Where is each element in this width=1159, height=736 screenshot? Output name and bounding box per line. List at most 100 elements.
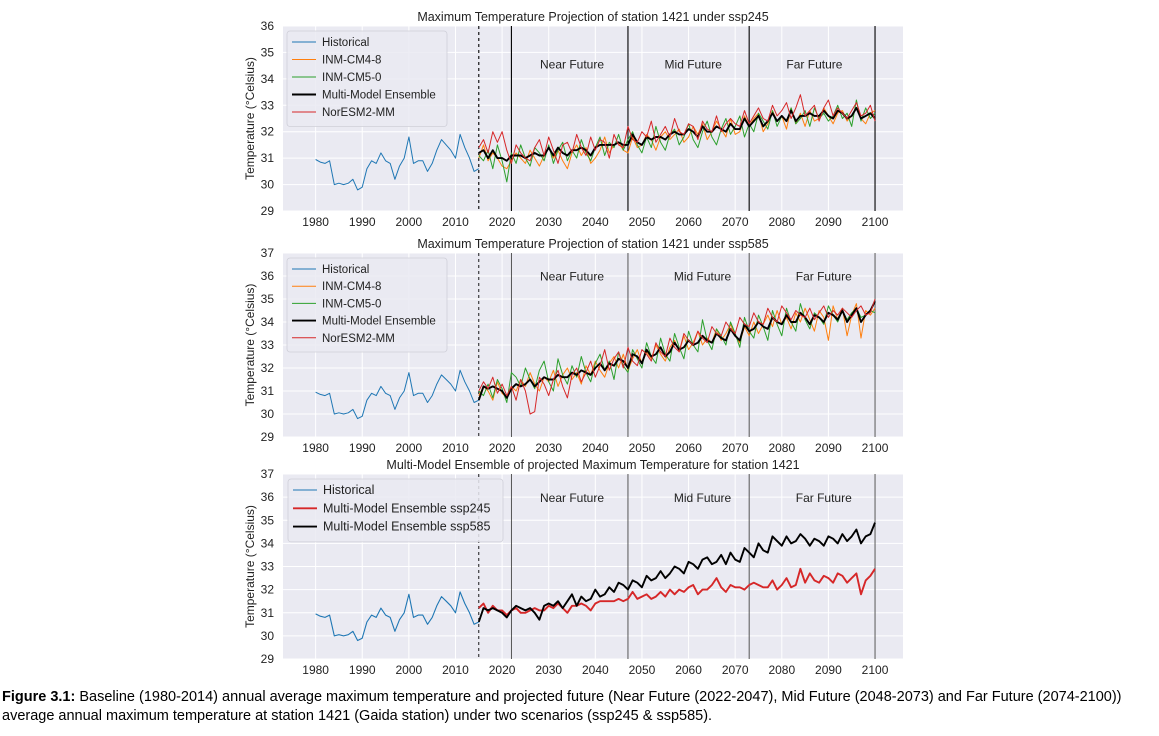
x-tick-label: 2020 bbox=[489, 663, 516, 677]
y-tick-label: 30 bbox=[261, 629, 275, 643]
legend-label: Multi-Model Ensemble bbox=[322, 316, 436, 328]
legend-label: Historical bbox=[322, 37, 369, 49]
legend-label: INM-CM4-8 bbox=[322, 55, 381, 67]
chart-title: Maximum Temperature Projection of statio… bbox=[417, 237, 768, 251]
y-tick-label: 34 bbox=[261, 315, 275, 329]
y-tick-label: 30 bbox=[261, 407, 275, 421]
series-line-5 bbox=[478, 298, 876, 415]
chart-title: Multi-Model Ensemble of projected Maximu… bbox=[386, 458, 799, 472]
y-tick-label: 36 bbox=[261, 19, 275, 33]
x-tick-label: 1990 bbox=[349, 663, 376, 677]
series-line-3 bbox=[478, 99, 876, 183]
legend-label: Multi-Model Ensemble bbox=[322, 90, 436, 102]
x-tick-label: 2010 bbox=[442, 663, 469, 677]
caption-text: Baseline (1980-2014) annual average maxi… bbox=[2, 689, 1122, 724]
period-label: Near Future bbox=[540, 491, 604, 505]
period-label: Far Future bbox=[786, 57, 842, 71]
y-tick-label: 31 bbox=[261, 151, 275, 165]
x-tick-label: 2020 bbox=[489, 215, 516, 229]
y-tick-label: 36 bbox=[261, 490, 275, 504]
y-tick-label: 34 bbox=[261, 72, 275, 86]
x-tick-label: 2040 bbox=[582, 663, 609, 677]
chart-panel-1: 1980 1990 2000 2010 2020 2030 2040 2050 2060 2070… bbox=[243, 10, 903, 229]
legend-label: NorESM2-MM bbox=[322, 107, 395, 119]
y-axis-label: Temperature (°Celsius) bbox=[243, 284, 257, 407]
series-line-2 bbox=[478, 567, 876, 617]
x-tick-label: 2080 bbox=[768, 663, 795, 677]
chart-title: Maximum Temperature Projection of statio… bbox=[417, 10, 768, 24]
period-label: Mid Future bbox=[674, 491, 732, 505]
y-tick-label: 33 bbox=[261, 98, 275, 112]
legend-label: NorESM2-MM bbox=[322, 333, 395, 345]
y-tick-label: 36 bbox=[261, 269, 275, 283]
legend-box bbox=[286, 257, 448, 353]
y-tick-label: 33 bbox=[261, 560, 275, 574]
figure-canvas: 1980 1990 2000 2010 2020 2030 2040 2050 2060 2070… bbox=[243, 10, 903, 677]
x-tick-label: 2000 bbox=[396, 215, 423, 229]
figure-caption: Figure 3.1: Baseline (1980-2014) annual … bbox=[2, 688, 1152, 726]
x-tick-label: 2000 bbox=[396, 663, 423, 677]
x-tick-label: 2010 bbox=[442, 215, 469, 229]
x-tick-label: 2020 bbox=[489, 441, 516, 455]
x-tick-label: 2060 bbox=[675, 663, 702, 677]
y-tick-label: 35 bbox=[261, 513, 275, 527]
y-tick-label: 30 bbox=[261, 178, 275, 192]
x-tick-label: 2090 bbox=[815, 215, 842, 229]
y-tick-label: 32 bbox=[261, 361, 275, 375]
period-label: Mid Future bbox=[665, 57, 723, 71]
legend-label: Multi-Model Ensemble ssp585 bbox=[323, 520, 490, 534]
legend-label: INM-CM4-8 bbox=[322, 281, 381, 293]
x-tick-label: 1980 bbox=[302, 441, 329, 455]
period-label: Far Future bbox=[796, 270, 852, 284]
legend-label: Historical bbox=[323, 483, 374, 497]
x-tick-label: 2070 bbox=[722, 441, 749, 455]
x-tick-label: 2050 bbox=[629, 215, 656, 229]
x-tick-label: 1990 bbox=[349, 441, 376, 455]
series-line-1 bbox=[315, 369, 480, 420]
x-tick-label: 2100 bbox=[862, 441, 889, 455]
series-line-1 bbox=[315, 133, 480, 191]
legend-label: INM-CM5-0 bbox=[322, 72, 381, 84]
period-label: Near Future bbox=[540, 57, 604, 71]
x-tick-label: 2060 bbox=[675, 215, 702, 229]
legend-label: Multi-Model Ensemble ssp245 bbox=[323, 501, 490, 515]
x-tick-label: 2030 bbox=[535, 663, 562, 677]
y-tick-label: 31 bbox=[261, 606, 275, 620]
x-tick-label: 1990 bbox=[349, 215, 376, 229]
y-tick-label: 33 bbox=[261, 338, 275, 352]
period-label: Near Future bbox=[540, 270, 604, 284]
x-tick-label: 2090 bbox=[815, 663, 842, 677]
y-tick-label: 29 bbox=[261, 204, 275, 218]
y-tick-label: 35 bbox=[261, 45, 275, 59]
x-tick-label: 2080 bbox=[768, 215, 795, 229]
chart-panel-3: 1980 1990 2000 2010 2020 2030 2040 2050 2060 2070… bbox=[243, 458, 903, 677]
x-tick-label: 2100 bbox=[862, 215, 889, 229]
x-tick-label: 2000 bbox=[396, 441, 423, 455]
period-label: Far Future bbox=[796, 491, 852, 505]
legend-label: Historical bbox=[322, 264, 369, 276]
y-tick-label: 31 bbox=[261, 384, 275, 398]
legend-label: INM-CM5-0 bbox=[322, 298, 381, 310]
y-axis-label: Temperature (°Celsius) bbox=[243, 57, 257, 180]
x-tick-label: 2070 bbox=[722, 215, 749, 229]
y-axis-label: Temperature (°Celsius) bbox=[243, 505, 257, 628]
x-tick-label: 2070 bbox=[722, 663, 749, 677]
x-tick-label: 2040 bbox=[582, 215, 609, 229]
x-tick-label: 2050 bbox=[629, 663, 656, 677]
x-tick-label: 2060 bbox=[675, 441, 702, 455]
y-tick-label: 32 bbox=[261, 125, 275, 139]
series-line-4 bbox=[477, 300, 876, 401]
legend-box bbox=[287, 478, 504, 543]
x-tick-label: 2050 bbox=[629, 441, 656, 455]
y-tick-label: 37 bbox=[261, 246, 275, 260]
caption-label: Figure 3.1: bbox=[2, 689, 76, 705]
chart-panel-2: 1980 1990 2000 2010 2020 2030 2040 2050 2060 2070… bbox=[243, 237, 903, 455]
x-tick-label: 2040 bbox=[582, 441, 609, 455]
period-label: Mid Future bbox=[674, 270, 732, 284]
legend-box bbox=[286, 30, 448, 127]
x-tick-label: 1980 bbox=[302, 663, 329, 677]
x-tick-label: 2080 bbox=[768, 441, 795, 455]
series-line-5 bbox=[478, 94, 876, 164]
x-tick-label: 1980 bbox=[302, 215, 329, 229]
x-tick-label: 2090 bbox=[815, 441, 842, 455]
